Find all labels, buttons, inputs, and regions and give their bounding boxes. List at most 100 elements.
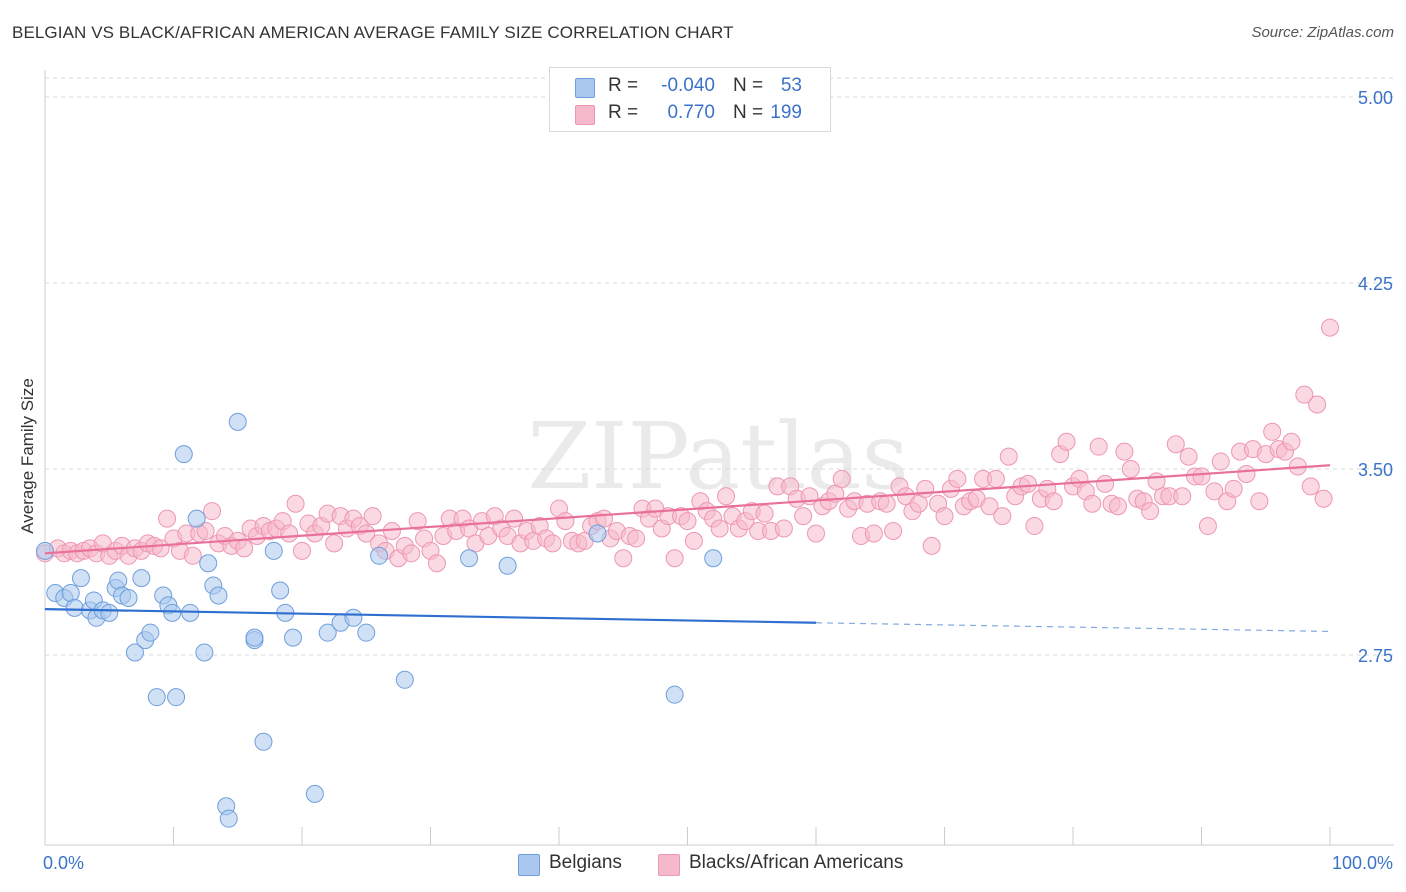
point-blacks (1025, 517, 1044, 536)
x-tick-label-max: 100.0% (1332, 853, 1393, 873)
point-blacks (1141, 502, 1160, 521)
legend-r-label: R = (608, 75, 639, 96)
point-belgians (36, 541, 54, 560)
point-belgians (141, 623, 160, 642)
trendline-belgians (44, 608, 817, 624)
point-belgians (588, 524, 607, 543)
point-blacks (884, 522, 903, 540)
point-belgians (65, 598, 84, 617)
legend-r-value: -0.040 (661, 75, 715, 96)
point-blacks (1192, 467, 1211, 486)
y-tick-label: 3.50 (1358, 460, 1393, 480)
y-tick-label: 2.75 (1358, 646, 1393, 666)
legend-n-value: 53 (780, 75, 802, 96)
legend-n-label: N = (733, 102, 764, 123)
point-belgians (219, 809, 238, 828)
point-blacks (1308, 395, 1327, 414)
series-belgians-points (36, 412, 723, 828)
point-blacks (363, 507, 382, 526)
point-blacks (916, 479, 935, 498)
point-blacks (1019, 474, 1038, 493)
point-blacks (948, 469, 967, 488)
point-belgians (132, 569, 151, 588)
y-tick-label: 4.25 (1358, 274, 1393, 294)
point-belgians (199, 554, 218, 573)
point-blacks (357, 524, 376, 543)
point-blacks (235, 539, 254, 558)
bottom-legend-label-blacks: Blacks/African Americans (689, 852, 904, 873)
trend-lines (44, 464, 1331, 633)
point-blacks (1173, 487, 1192, 506)
trendline-belgians-extrapolated (815, 622, 1331, 633)
source-label: Source: ZipAtlas.com (1251, 24, 1394, 41)
point-belgians (187, 509, 206, 528)
watermark: ZIPatlas (527, 403, 908, 510)
point-blacks (427, 554, 446, 573)
point-blacks (1044, 492, 1063, 511)
grid-lines (45, 77, 1394, 656)
y-tick-label: 5.00 (1358, 88, 1393, 108)
point-belgians (370, 546, 389, 565)
trendline-blacks (44, 464, 1331, 555)
point-belgians (163, 603, 182, 622)
point-blacks (864, 524, 883, 543)
point-belgians (704, 549, 723, 568)
point-blacks (1263, 422, 1282, 441)
point-blacks (1237, 464, 1256, 483)
legend: R = -0.040 N = 53 R = 0.770 N = 199 (549, 67, 831, 132)
bottom-legend-label-belgians: Belgians (549, 852, 622, 873)
point-belgians (305, 784, 324, 803)
point-belgians (119, 588, 138, 607)
legend-r-label: R = (608, 102, 639, 123)
bottom-legend-swatch-blacks (658, 854, 680, 876)
point-blacks (1096, 474, 1115, 493)
point-blacks (1057, 432, 1076, 451)
point-blacks (196, 522, 215, 540)
point-blacks (678, 512, 697, 531)
legend-r-value: 0.770 (667, 102, 715, 123)
point-blacks (1179, 447, 1198, 466)
point-blacks (1224, 479, 1243, 498)
point-belgians (109, 571, 128, 590)
point-blacks (665, 549, 684, 568)
point-belgians (395, 670, 414, 689)
point-belgians (174, 445, 193, 464)
point-blacks (183, 546, 202, 565)
point-belgians (318, 623, 337, 642)
point-belgians (357, 623, 376, 642)
point-belgians (665, 685, 684, 704)
x-tick-label-min: 0.0% (43, 853, 84, 873)
point-belgians (61, 584, 80, 602)
point-blacks (325, 534, 344, 553)
point-blacks (993, 507, 1012, 526)
point-blacks (684, 531, 703, 550)
point-belgians (284, 628, 303, 647)
point-blacks (158, 509, 177, 528)
point-belgians (460, 549, 479, 568)
point-blacks (877, 494, 896, 513)
legend-n-value: 199 (770, 102, 802, 123)
point-blacks (543, 534, 562, 553)
point-blacks (280, 524, 299, 543)
chart-title: BELGIAN VS BLACK/AFRICAN AMERICAN AVERAG… (12, 23, 734, 42)
point-belgians (498, 556, 517, 575)
point-blacks (402, 544, 421, 563)
point-blacks (1314, 489, 1333, 508)
point-belgians (209, 586, 228, 605)
point-belgians (125, 643, 144, 662)
point-belgians (245, 628, 264, 647)
point-blacks (203, 502, 222, 521)
point-belgians (167, 688, 186, 707)
point-blacks (986, 469, 1005, 488)
point-belgians (271, 581, 290, 600)
legend-row-belgians: R = -0.040 N = 53 (550, 74, 830, 100)
point-blacks (614, 549, 633, 568)
point-blacks (1115, 442, 1134, 461)
point-blacks (1166, 435, 1185, 454)
point-belgians (344, 608, 363, 627)
point-blacks (717, 487, 736, 506)
point-blacks (293, 541, 311, 560)
point-blacks (286, 494, 305, 513)
point-blacks (909, 494, 928, 513)
